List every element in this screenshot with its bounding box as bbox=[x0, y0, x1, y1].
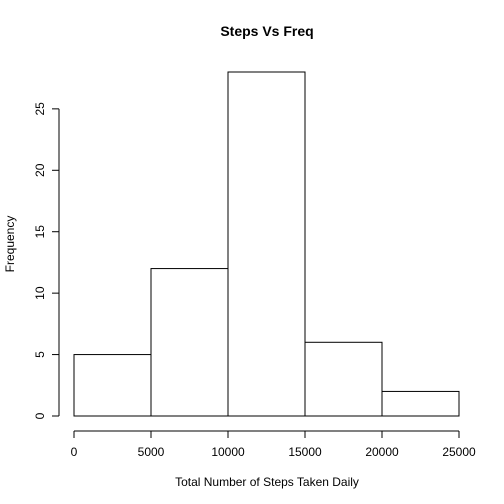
y-tick-label-4: 20 bbox=[33, 163, 47, 177]
histogram-bar-3 bbox=[304, 341, 383, 417]
x-tick-label-3: 15000 bbox=[288, 445, 322, 459]
x-axis: 0 5000 10000 15000 20000 25000 bbox=[71, 430, 476, 459]
y-tick-label-1: 5 bbox=[33, 351, 47, 358]
x-tick-label-0: 0 bbox=[71, 445, 78, 459]
chart-title: Steps Vs Freq bbox=[220, 23, 313, 39]
x-tick-label-4: 20000 bbox=[365, 445, 399, 459]
histogram-bar-0 bbox=[73, 354, 152, 417]
histogram-bar-1 bbox=[150, 268, 229, 417]
x-tick-label-5: 25000 bbox=[442, 445, 476, 459]
y-tick-label-3: 15 bbox=[33, 225, 47, 239]
y-axis: 0 5 10 15 20 25 bbox=[33, 102, 60, 419]
histogram-bar-2 bbox=[227, 71, 306, 417]
y-tick-label-2: 10 bbox=[33, 286, 47, 300]
y-tick-label-5: 25 bbox=[33, 102, 47, 116]
x-axis-label: Total Number of Steps Taken Daily bbox=[175, 475, 359, 489]
y-tick-label-0: 0 bbox=[33, 412, 47, 419]
x-tick-label-2: 10000 bbox=[211, 445, 245, 459]
y-axis-label: Frequency bbox=[3, 216, 17, 273]
x-tick-label-1: 5000 bbox=[138, 445, 165, 459]
histogram-bar-4 bbox=[381, 390, 460, 417]
bars-group bbox=[73, 71, 460, 417]
